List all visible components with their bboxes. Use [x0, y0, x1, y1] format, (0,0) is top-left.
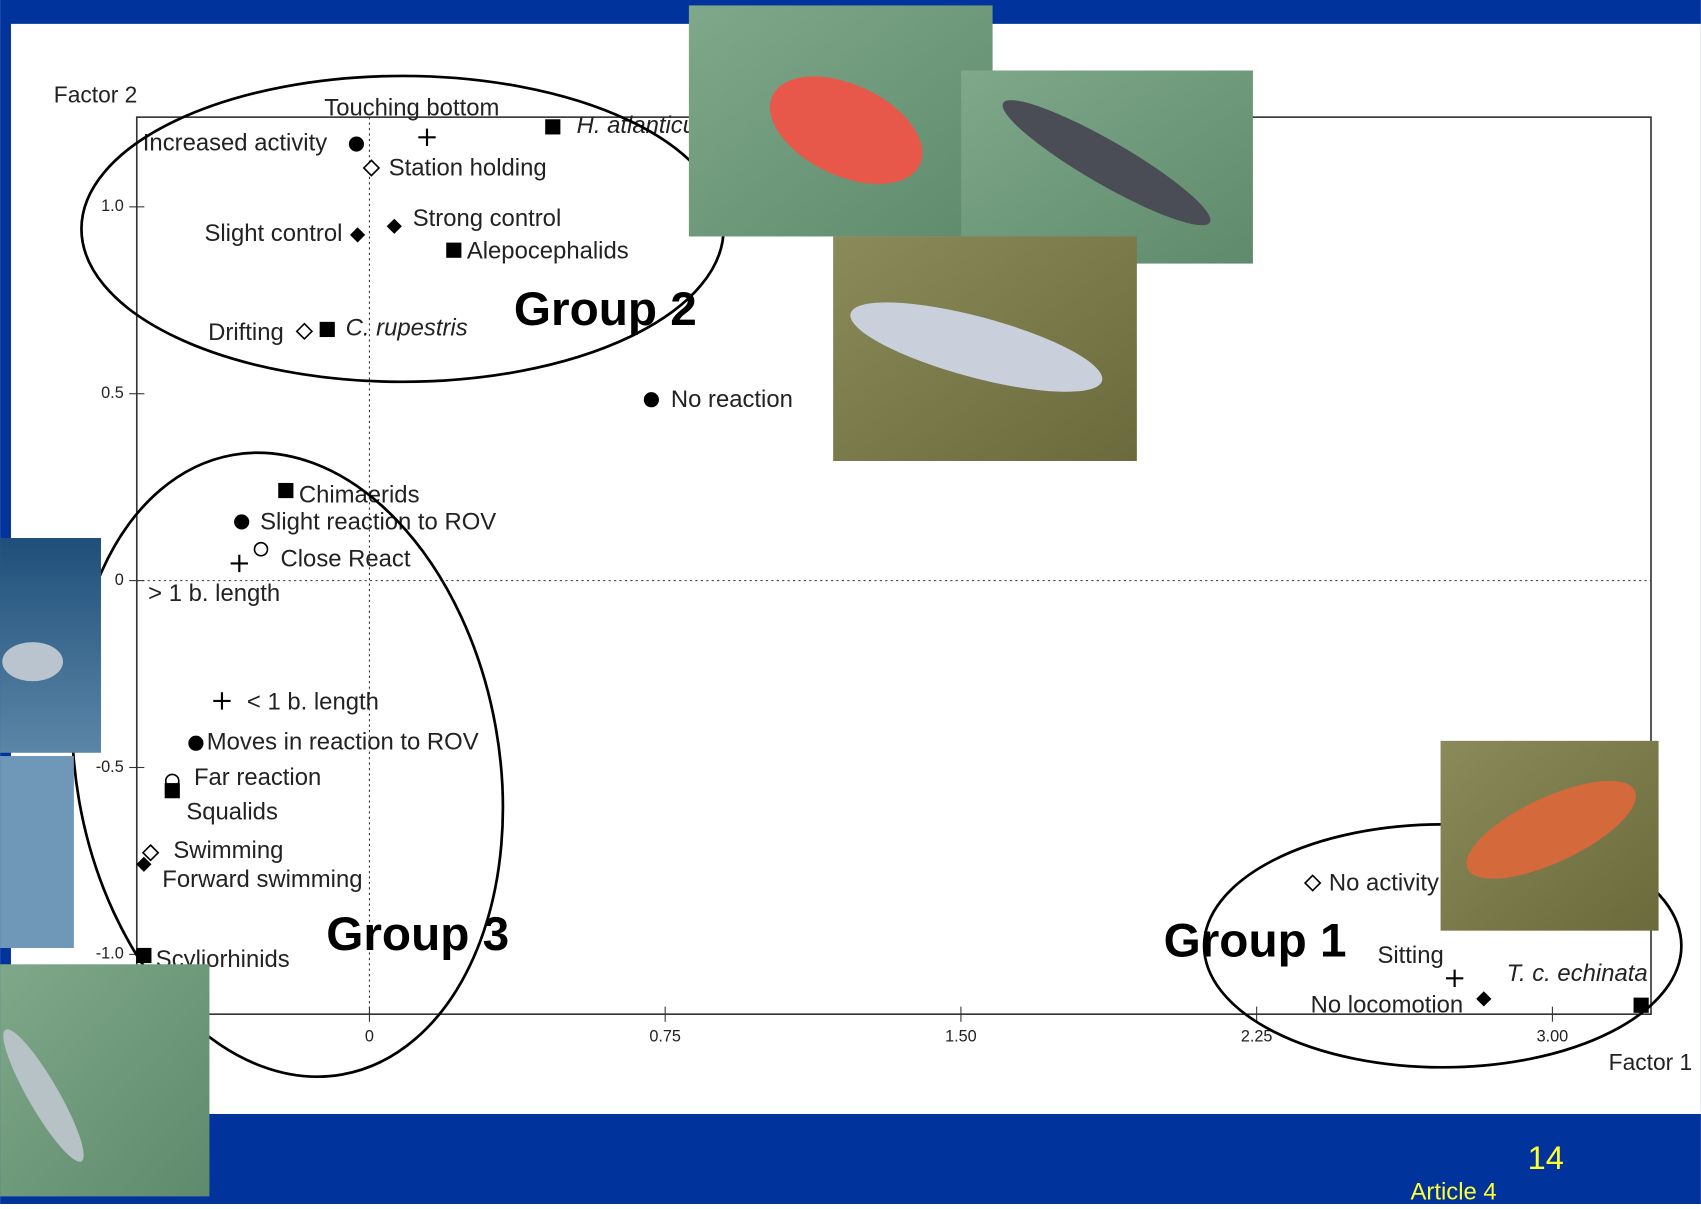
data-point — [1445, 969, 1464, 987]
data-point — [545, 119, 561, 135]
photo — [961, 70, 1253, 264]
point-label: Swimming — [173, 837, 283, 864]
data-point — [319, 321, 335, 338]
data-point — [295, 322, 314, 341]
photo — [0, 538, 101, 753]
data-point — [136, 947, 152, 964]
x-tick-label: 3.00 — [1537, 1027, 1569, 1045]
x-tick-label: 0.75 — [649, 1027, 681, 1045]
group-label: Group 3 — [326, 908, 509, 961]
point-label: > 1 b. length — [148, 580, 280, 607]
point-label: Touching bottom — [324, 94, 499, 121]
point-label: Slight control — [204, 220, 342, 247]
y-tick-label: -1.0 — [96, 945, 124, 963]
point-label: Strong control — [413, 205, 562, 232]
data-point — [350, 227, 366, 243]
data-point — [213, 692, 231, 710]
point-label: C. rupestris — [346, 315, 468, 342]
data-point — [446, 242, 462, 258]
x-axis-title: Factor 1 — [1609, 1049, 1693, 1075]
point-label: Slight reaction to ROV — [260, 508, 496, 535]
point-label: Station holding — [389, 154, 547, 181]
y-tick-label: 0.5 — [101, 384, 124, 402]
group-ellipse — [70, 451, 505, 1079]
point-label: Squalids — [186, 799, 278, 826]
point-label: T. c. echinata — [1507, 960, 1648, 987]
photo — [0, 756, 74, 949]
point-label: Increased activity — [143, 129, 327, 156]
x-tick-label: 1.50 — [945, 1027, 977, 1045]
data-point — [278, 482, 294, 499]
point-label: Close React — [281, 545, 411, 572]
data-point — [188, 735, 204, 751]
point-label: Drifting — [208, 319, 284, 346]
photo — [0, 964, 210, 1197]
point-label: Chimaerids — [299, 481, 420, 508]
point-label: Sitting — [1377, 942, 1443, 969]
data-point — [1303, 874, 1322, 892]
y-tick-label: 1.0 — [101, 197, 124, 215]
data-point — [164, 783, 180, 799]
photos — [0, 5, 1659, 1197]
point-label: Moves in reaction to ROV — [207, 728, 479, 755]
photo — [833, 236, 1137, 461]
point-label: No activity — [1329, 869, 1439, 896]
point-label: No reaction — [671, 386, 793, 413]
page-number: 14 — [1528, 1140, 1564, 1176]
data-point — [230, 554, 248, 573]
data-point — [643, 392, 659, 408]
data-point — [386, 218, 402, 234]
point-label: < 1 b. length — [247, 688, 379, 715]
y-axis-title: Factor 2 — [54, 82, 138, 108]
source-note: Article 4 — [1410, 1178, 1496, 1204]
data-point — [253, 541, 269, 557]
data-point — [348, 136, 365, 152]
point-label: Alepocephalids — [467, 238, 629, 265]
photo — [1440, 740, 1659, 931]
data-point — [362, 159, 381, 177]
y-tick-label: -0.5 — [96, 758, 124, 776]
point-label: Forward swimming — [162, 866, 362, 893]
group-label: Group 1 — [1164, 914, 1347, 967]
group-label: Group 2 — [514, 283, 697, 336]
x-tick-label: 0 — [365, 1027, 374, 1045]
point-label: Far reaction — [194, 764, 321, 791]
y-tick-label: 0 — [115, 571, 124, 589]
point-label: No locomotion — [1311, 992, 1464, 1019]
photo — [688, 5, 993, 237]
data-point — [234, 514, 250, 530]
x-tick-label: 2.25 — [1241, 1027, 1273, 1045]
data-point — [418, 128, 436, 147]
data-point — [136, 856, 152, 872]
data-point — [141, 843, 160, 862]
data-point — [1476, 991, 1492, 1007]
